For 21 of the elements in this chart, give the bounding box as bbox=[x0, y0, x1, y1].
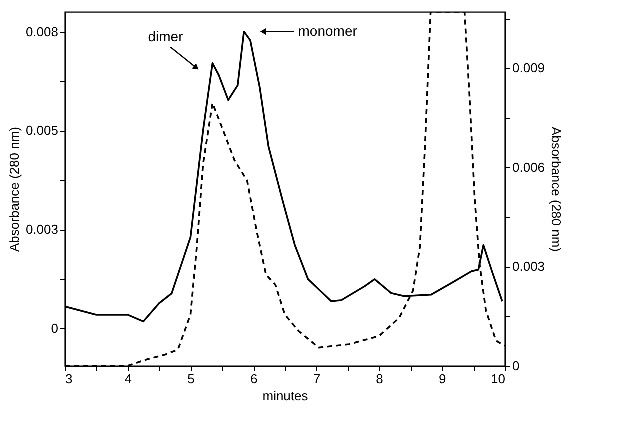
y-axis-title: Absorbance (280 nm) bbox=[6, 126, 22, 252]
x-tick-label: 7 bbox=[313, 372, 321, 386]
y2-tick-label: 0.003 bbox=[512, 259, 546, 274]
y2-tick-label: 0.009 bbox=[512, 60, 546, 76]
x-tick-label: 8 bbox=[376, 372, 384, 386]
x-tick-label: 5 bbox=[188, 372, 195, 386]
x-tick-label: 10 bbox=[491, 372, 506, 386]
y2-tick-label: 0 bbox=[512, 358, 520, 374]
x-tick-label: 6 bbox=[250, 372, 258, 386]
y-tick-label: 0.005 bbox=[26, 123, 58, 138]
x-tick-label: 3 bbox=[66, 372, 73, 386]
x-tick-label: 9 bbox=[439, 372, 446, 386]
y-tick-label: 0.003 bbox=[26, 222, 58, 238]
y-tick-label: 0 bbox=[51, 320, 58, 336]
x-tick-label: 4 bbox=[124, 372, 132, 386]
x-axis-title: minutes bbox=[262, 388, 309, 404]
annotation: dimer bbox=[148, 28, 184, 44]
annotation: monomer bbox=[298, 22, 358, 39]
y2-tick-label: 0.006 bbox=[512, 160, 546, 175]
y-tick-label: 0.008 bbox=[26, 24, 58, 40]
y2-axis-title: Absorbance (280 nm) bbox=[549, 126, 564, 252]
